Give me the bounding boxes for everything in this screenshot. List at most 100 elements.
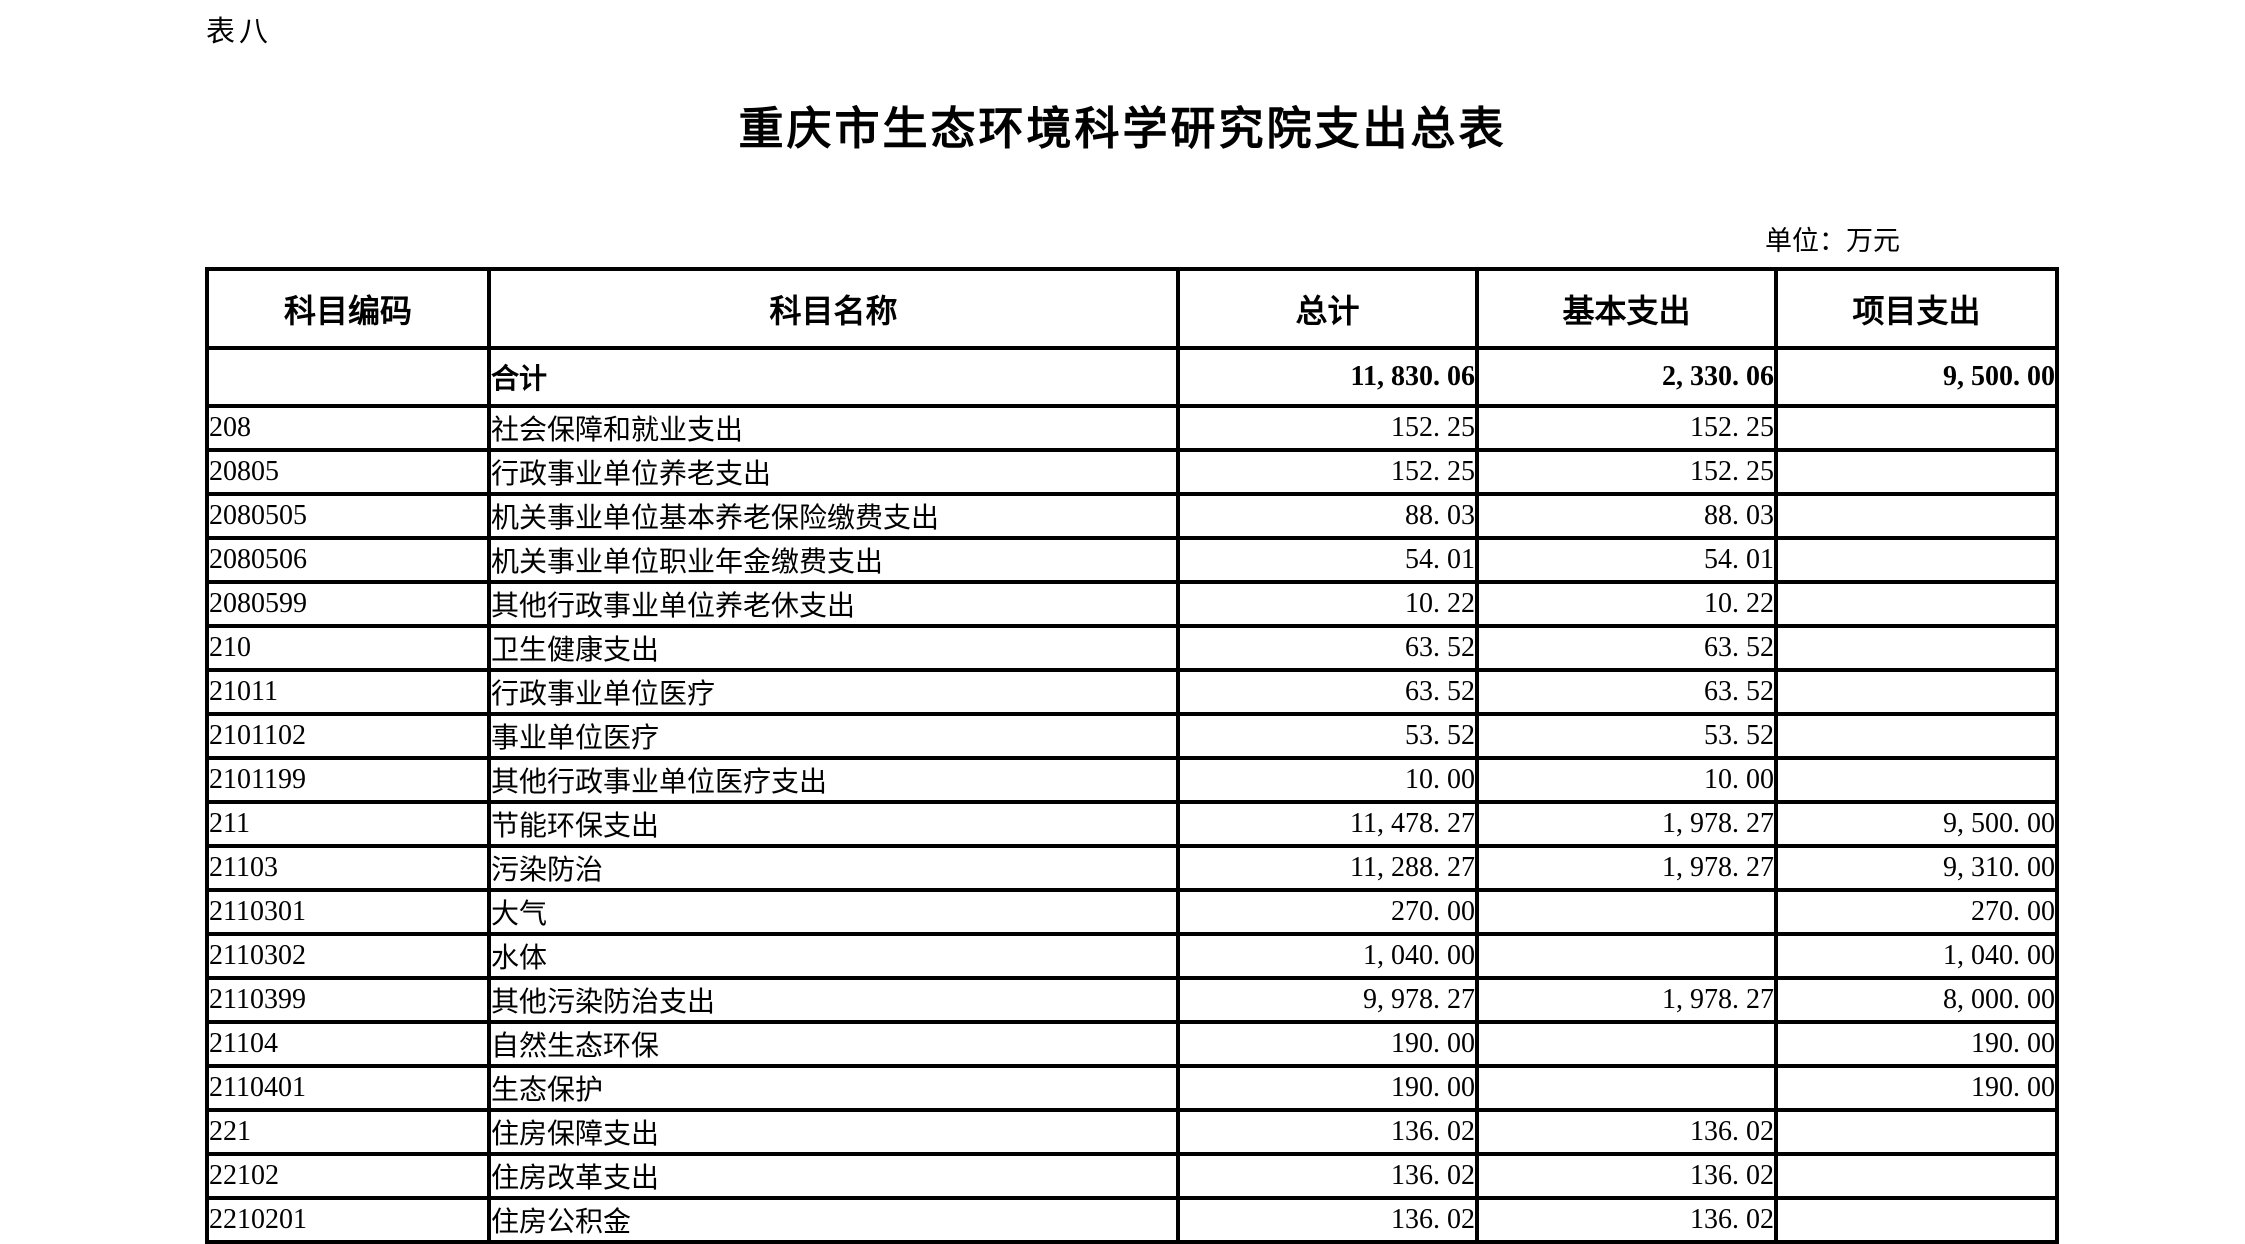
table-row: 22102 住房改革支出 136. 02 136. 02 xyxy=(205,1152,2059,1200)
unit-note: 单位：万元 xyxy=(1765,226,1900,256)
cell-total-amount: 270. 00 xyxy=(1176,888,1479,936)
cell-total-amount: 11, 830. 06 xyxy=(1176,346,1479,408)
cell-subject-name: 生态保护 xyxy=(487,1064,1180,1112)
cell-total-amount: 1, 040. 00 xyxy=(1176,932,1479,980)
table-number-label: 表八 xyxy=(206,16,273,48)
cell-subject-code xyxy=(205,346,491,408)
cell-total-amount: 190. 00 xyxy=(1176,1064,1479,1112)
cell-basic-amount: 1, 978. 27 xyxy=(1475,800,1778,848)
cell-subject-code: 21011 xyxy=(205,668,491,716)
cell-subject-code: 210 xyxy=(205,624,491,672)
cell-subject-code: 211 xyxy=(205,800,491,848)
cell-basic-amount: 152. 25 xyxy=(1475,448,1778,496)
cell-total-amount: 10. 22 xyxy=(1176,580,1479,628)
cell-subject-name: 机关事业单位职业年金缴费支出 xyxy=(487,536,1180,584)
table-row: 210 卫生健康支出 63. 52 63. 52 xyxy=(205,624,2059,672)
cell-subject-name: 行政事业单位医疗 xyxy=(487,668,1180,716)
cell-subject-code: 2110399 xyxy=(205,976,491,1024)
cell-subject-code: 2080506 xyxy=(205,536,491,584)
cell-subject-code: 2101102 xyxy=(205,712,491,760)
cell-project-amount: 270. 00 xyxy=(1774,888,2059,936)
cell-subject-name: 合计 xyxy=(487,346,1180,408)
cell-project-amount xyxy=(1774,448,2059,496)
header-code: 科目编码 xyxy=(205,267,491,350)
cell-project-amount xyxy=(1774,1108,2059,1156)
cell-subject-name: 住房改革支出 xyxy=(487,1152,1180,1200)
table-row: 2080599 其他行政事业单位养老休支出 10. 22 10. 22 xyxy=(205,580,2059,628)
table-row: 2110401 生态保护 190. 00 190. 00 xyxy=(205,1064,2059,1112)
cell-subject-code: 2080599 xyxy=(205,580,491,628)
table-row: 2101199 其他行政事业单位医疗支出 10. 00 10. 00 xyxy=(205,756,2059,804)
cell-basic-amount: 54. 01 xyxy=(1475,536,1778,584)
cell-subject-name: 水体 xyxy=(487,932,1180,980)
cell-total-amount: 53. 52 xyxy=(1176,712,1479,760)
cell-project-amount: 9, 310. 00 xyxy=(1774,844,2059,892)
cell-basic-amount xyxy=(1475,1064,1778,1112)
cell-subject-name: 大气 xyxy=(487,888,1180,936)
table-row: 2080505 机关事业单位基本养老保险缴费支出 88. 03 88. 03 xyxy=(205,492,2059,540)
header-basic: 基本支出 xyxy=(1475,267,1778,350)
page-title: 重庆市生态环境科学研究院支出总表 xyxy=(738,104,1507,154)
cell-basic-amount: 136. 02 xyxy=(1475,1108,1778,1156)
cell-subject-code: 2101199 xyxy=(205,756,491,804)
table-row: 合计 11, 830. 06 2, 330. 06 9, 500. 00 xyxy=(205,346,2059,408)
header-row: 科目编码 科目名称 总计 基本支出 项目支出 xyxy=(205,267,2059,350)
cell-subject-code: 2210201 xyxy=(205,1196,491,1244)
cell-subject-code: 2110401 xyxy=(205,1064,491,1112)
cell-project-amount: 190. 00 xyxy=(1774,1020,2059,1068)
cell-subject-code: 21104 xyxy=(205,1020,491,1068)
cell-total-amount: 63. 52 xyxy=(1176,624,1479,672)
cell-subject-name: 其他污染防治支出 xyxy=(487,976,1180,1024)
cell-subject-code: 2110302 xyxy=(205,932,491,980)
cell-basic-amount: 136. 02 xyxy=(1475,1152,1778,1200)
document-page: 表八 重庆市生态环境科学研究院支出总表 单位：万元 科目编码 科目名称 总计 基… xyxy=(205,16,2059,1244)
table-row: 2101102 事业单位医疗 53. 52 53. 52 xyxy=(205,712,2059,760)
cell-basic-amount: 88. 03 xyxy=(1475,492,1778,540)
header-project: 项目支出 xyxy=(1774,267,2059,350)
cell-basic-amount xyxy=(1475,932,1778,980)
cell-subject-code: 208 xyxy=(205,404,491,452)
cell-total-amount: 63. 52 xyxy=(1176,668,1479,716)
cell-subject-name: 节能环保支出 xyxy=(487,800,1180,848)
table-row: 21103 污染防治 11, 288. 27 1, 978. 27 9, 310… xyxy=(205,844,2059,892)
cell-subject-code: 20805 xyxy=(205,448,491,496)
cell-basic-amount: 2, 330. 06 xyxy=(1475,346,1778,408)
cell-subject-name: 事业单位医疗 xyxy=(487,712,1180,760)
cell-project-amount xyxy=(1774,668,2059,716)
cell-subject-name: 污染防治 xyxy=(487,844,1180,892)
cell-total-amount: 136. 02 xyxy=(1176,1108,1479,1156)
cell-subject-name: 卫生健康支出 xyxy=(487,624,1180,672)
cell-project-amount xyxy=(1774,580,2059,628)
cell-project-amount: 9, 500. 00 xyxy=(1774,800,2059,848)
table-row: 2110302 水体 1, 040. 00 1, 040. 00 xyxy=(205,932,2059,980)
cell-basic-amount: 136. 02 xyxy=(1475,1196,1778,1244)
table-row: 221 住房保障支出 136. 02 136. 02 xyxy=(205,1108,2059,1156)
cell-basic-amount: 53. 52 xyxy=(1475,712,1778,760)
table-row: 211 节能环保支出 11, 478. 27 1, 978. 27 9, 500… xyxy=(205,800,2059,848)
cell-project-amount xyxy=(1774,1196,2059,1244)
cell-project-amount xyxy=(1774,712,2059,760)
cell-subject-name: 社会保障和就业支出 xyxy=(487,404,1180,452)
cell-subject-name: 住房保障支出 xyxy=(487,1108,1180,1156)
cell-total-amount: 9, 978. 27 xyxy=(1176,976,1479,1024)
cell-subject-name: 住房公积金 xyxy=(487,1196,1180,1244)
cell-subject-name: 其他行政事业单位医疗支出 xyxy=(487,756,1180,804)
cell-basic-amount: 1, 978. 27 xyxy=(1475,976,1778,1024)
cell-basic-amount: 63. 52 xyxy=(1475,668,1778,716)
cell-project-amount xyxy=(1774,1152,2059,1200)
cell-project-amount: 1, 040. 00 xyxy=(1774,932,2059,980)
cell-basic-amount: 63. 52 xyxy=(1475,624,1778,672)
cell-basic-amount: 10. 00 xyxy=(1475,756,1778,804)
cell-project-amount xyxy=(1774,492,2059,540)
cell-total-amount: 152. 25 xyxy=(1176,448,1479,496)
table-row: 20805 行政事业单位养老支出 152. 25 152. 25 xyxy=(205,448,2059,496)
cell-total-amount: 11, 288. 27 xyxy=(1176,844,1479,892)
cell-project-amount: 9, 500. 00 xyxy=(1774,346,2059,408)
cell-total-amount: 88. 03 xyxy=(1176,492,1479,540)
table-row: 21104 自然生态环保 190. 00 190. 00 xyxy=(205,1020,2059,1068)
cell-total-amount: 136. 02 xyxy=(1176,1196,1479,1244)
cell-subject-name: 自然生态环保 xyxy=(487,1020,1180,1068)
cell-subject-name: 行政事业单位养老支出 xyxy=(487,448,1180,496)
table-row: 2210201 住房公积金 136. 02 136. 02 xyxy=(205,1196,2059,1244)
cell-total-amount: 11, 478. 27 xyxy=(1176,800,1479,848)
